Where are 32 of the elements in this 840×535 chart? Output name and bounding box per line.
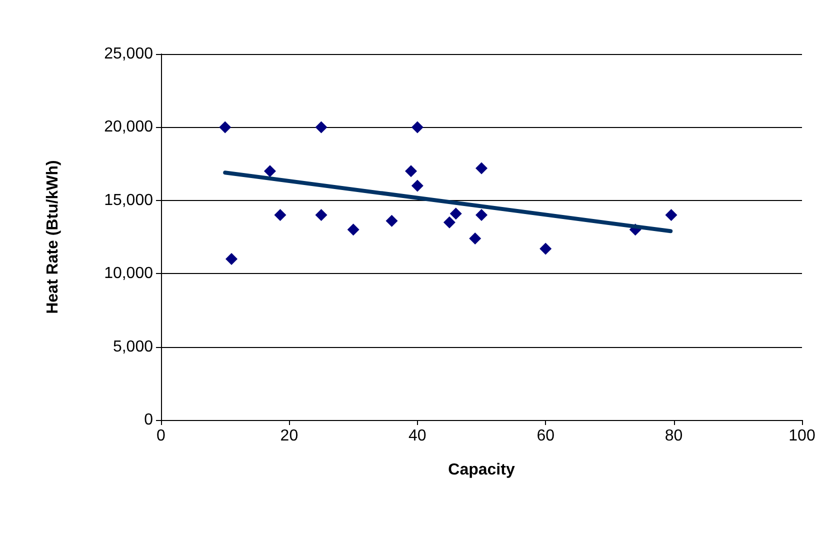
y-tick-label: 15,000 <box>104 192 154 209</box>
point <box>450 208 462 220</box>
point <box>315 121 328 134</box>
x-tick-label: 60 <box>536 428 555 444</box>
point <box>347 224 360 236</box>
x-tick-label: 80 <box>664 428 683 444</box>
point <box>386 214 398 227</box>
y-tick-label: 10,000 <box>104 265 154 282</box>
point <box>404 165 417 178</box>
point <box>274 209 286 222</box>
y-tick-label: 25,000 <box>104 46 154 62</box>
point <box>540 242 552 255</box>
y-tick-label: 0 <box>144 412 154 428</box>
x-tick-label: 100 <box>788 428 816 444</box>
y-tick-label: 20,000 <box>104 118 154 136</box>
point <box>219 121 232 134</box>
point <box>476 162 488 174</box>
point <box>476 209 488 222</box>
x-tick-label: 20 <box>280 428 298 444</box>
y-tick-label: 5,000 <box>112 338 154 356</box>
point <box>411 121 424 134</box>
point <box>665 209 678 222</box>
point <box>443 216 456 228</box>
x-axis-title: Capacity <box>448 462 515 478</box>
point <box>411 180 424 192</box>
point <box>264 165 276 178</box>
x-tick-label: 0 <box>156 428 166 444</box>
point <box>315 209 328 222</box>
point <box>226 252 238 265</box>
y-axis-title: Heat Rate (Btu/kWh) <box>44 160 62 314</box>
x-tick-label: 40 <box>408 428 426 444</box>
point <box>469 232 482 244</box>
